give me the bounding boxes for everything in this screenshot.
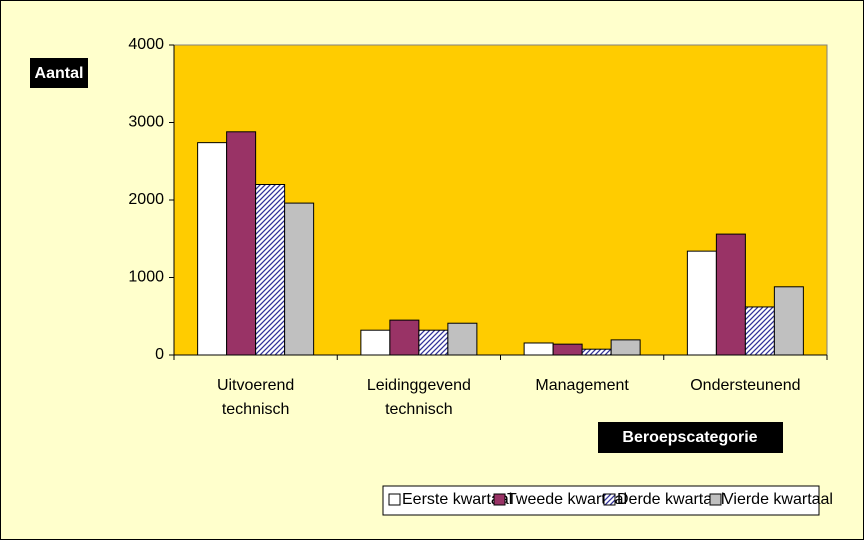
- x-axis-label: Beroepscategorie: [622, 429, 757, 446]
- bar: [773, 286, 804, 356]
- bar: [610, 339, 641, 356]
- legend: [382, 485, 820, 516]
- legend-label: Tweede kwartaal: [507, 491, 627, 508]
- x-tick-label: Management: [535, 377, 629, 394]
- legend-swatch: [388, 493, 401, 506]
- bar: [418, 329, 449, 356]
- bar: [523, 342, 554, 356]
- bar: [284, 202, 315, 356]
- legend-swatch: [709, 493, 722, 506]
- bar: [744, 306, 775, 356]
- legend-label: Vierde kwartaal: [723, 491, 833, 508]
- legend-swatch: [603, 493, 616, 506]
- legend-label: Derde kwartaal: [617, 491, 725, 508]
- bar: [715, 233, 746, 356]
- legend-label: Eerste kwartaal: [402, 491, 512, 508]
- x-tick-label: Uitvoerend technisch: [217, 377, 294, 418]
- bar: [255, 184, 286, 356]
- y-tick-label: 1000: [128, 269, 164, 286]
- bar: [447, 322, 478, 356]
- x-tick-label: Leidinggevend technisch: [367, 377, 471, 418]
- bar: [360, 329, 391, 356]
- bar: [581, 348, 612, 356]
- bar: [389, 319, 420, 356]
- legend-swatch: [493, 493, 506, 506]
- y-tick-label: 3000: [128, 114, 164, 131]
- y-label-box: [30, 58, 88, 88]
- y-axis-label: Aantal: [35, 65, 84, 82]
- bar: [197, 142, 228, 356]
- y-tick-label: 4000: [128, 36, 164, 53]
- y-tick-label: 0: [155, 346, 164, 363]
- bar: [686, 250, 717, 356]
- x-label-box: [598, 422, 783, 453]
- bar: [552, 343, 583, 356]
- y-tick-label: 2000: [128, 191, 164, 208]
- bar: [226, 131, 257, 356]
- x-tick-label: Ondersteunend: [690, 377, 800, 394]
